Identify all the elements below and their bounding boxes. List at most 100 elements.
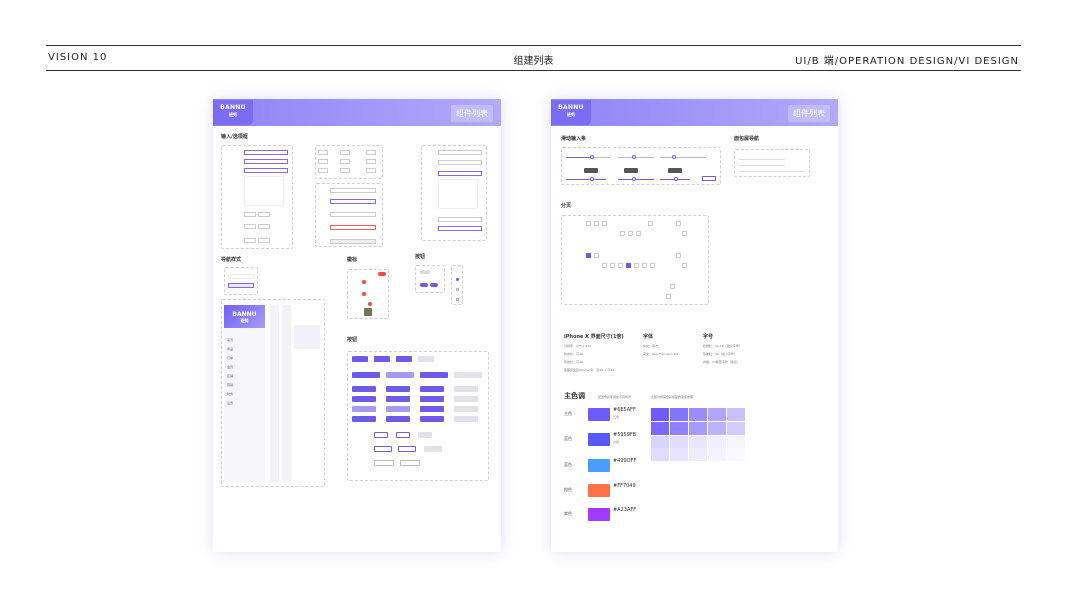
loading-button[interactable] (352, 416, 376, 422)
page-jumper[interactable] (676, 221, 681, 226)
stepper-input[interactable] (318, 168, 328, 173)
page-jumper[interactable] (676, 253, 681, 258)
page-button[interactable] (642, 263, 647, 268)
primary-button[interactable] (374, 356, 390, 362)
page-jumper[interactable] (682, 231, 687, 236)
sidebar-item[interactable]: 商品 (227, 347, 234, 351)
stepper-input[interactable] (340, 159, 350, 164)
toggle-on[interactable] (430, 283, 438, 287)
slider-knob[interactable] (672, 155, 676, 159)
stepper-input[interactable] (366, 150, 376, 155)
loading-button[interactable] (420, 406, 444, 412)
stepper-input[interactable] (318, 150, 328, 155)
stepper-input[interactable] (366, 168, 376, 173)
page-button[interactable] (648, 221, 653, 226)
outline-button[interactable] (374, 446, 392, 452)
page-button[interactable] (602, 221, 607, 226)
slider-knob[interactable] (632, 155, 636, 159)
primary-button[interactable] (420, 372, 448, 378)
text-input[interactable] (438, 160, 482, 165)
radio-checked[interactable] (456, 278, 459, 281)
page-button[interactable] (650, 263, 655, 268)
slider-knob[interactable] (632, 177, 636, 181)
sidebar-item[interactable]: 会员 (227, 365, 234, 369)
text-input[interactable] (244, 159, 288, 164)
tag-field[interactable] (258, 212, 270, 217)
toggle-off[interactable] (420, 270, 430, 274)
outline-button[interactable] (396, 432, 410, 438)
loading-button[interactable] (420, 396, 444, 402)
radio[interactable] (456, 288, 459, 291)
checkbox[interactable] (456, 298, 459, 301)
breadcrumb-row[interactable] (739, 171, 805, 172)
page-button[interactable] (628, 231, 633, 236)
sidebar-item[interactable]: 店铺 (227, 374, 234, 378)
page-button[interactable] (620, 231, 625, 236)
outline-button[interactable] (374, 432, 388, 438)
page-button[interactable] (636, 231, 641, 236)
tag-field[interactable] (258, 224, 270, 229)
stepper-input[interactable] (340, 150, 350, 155)
loading-button[interactable] (386, 396, 410, 402)
primary-button[interactable] (352, 356, 368, 362)
page-button[interactable] (594, 253, 599, 258)
text-button[interactable] (400, 460, 420, 466)
loading-button[interactable] (420, 416, 444, 422)
slider-knob[interactable] (590, 177, 594, 181)
select-input[interactable] (244, 168, 288, 173)
text-input[interactable] (438, 217, 482, 222)
sidebar-item[interactable]: 财务 (227, 392, 234, 396)
loading-button[interactable] (352, 406, 376, 412)
page-button-active[interactable] (586, 253, 591, 258)
stepper-input[interactable] (366, 159, 376, 164)
slider-knob[interactable] (674, 177, 678, 181)
loading-button[interactable] (352, 396, 376, 402)
text-input-error[interactable] (330, 225, 376, 230)
tag-field[interactable] (244, 212, 256, 217)
text-button[interactable] (374, 460, 394, 466)
select-input[interactable] (438, 171, 482, 176)
primary-button[interactable] (396, 356, 412, 362)
nav-tab[interactable] (228, 274, 254, 279)
sidebar-item[interactable]: 订单 (227, 356, 234, 360)
loading-button[interactable] (420, 386, 444, 392)
tag-field[interactable] (258, 238, 270, 243)
sidebar-item[interactable]: 营销 (227, 383, 234, 387)
page-button[interactable] (618, 263, 623, 268)
stepper-input[interactable] (340, 168, 350, 173)
breadcrumb-row[interactable] (739, 165, 785, 166)
page-jumper[interactable] (670, 284, 675, 289)
slider-value-input[interactable] (702, 176, 716, 181)
primary-button[interactable] (352, 372, 380, 378)
loading-button[interactable] (352, 386, 376, 392)
tag-field[interactable] (244, 238, 256, 243)
outline-button[interactable] (398, 446, 416, 452)
sidebar-item[interactable]: 设置 (227, 401, 234, 405)
swatch-hex: #FF7049 (613, 483, 636, 489)
page-button[interactable] (594, 221, 599, 226)
loading-button[interactable] (386, 406, 410, 412)
breadcrumb-row[interactable] (739, 159, 785, 160)
text-input[interactable] (438, 226, 482, 231)
stepper-input[interactable] (318, 159, 328, 164)
text-input[interactable] (244, 150, 288, 155)
page-button[interactable] (602, 263, 607, 268)
page-jumper[interactable] (682, 263, 687, 268)
page-button[interactable] (634, 263, 639, 268)
text-input[interactable] (330, 188, 376, 193)
text-input[interactable] (330, 199, 376, 204)
loading-button[interactable] (386, 386, 410, 392)
toggle-on[interactable] (420, 283, 428, 287)
page-jumper[interactable] (666, 294, 671, 299)
slider-knob[interactable] (590, 155, 594, 159)
loading-button[interactable] (386, 416, 410, 422)
tag-field[interactable] (244, 224, 256, 229)
page-button[interactable] (586, 221, 591, 226)
page-button-active[interactable] (626, 263, 631, 268)
text-input[interactable] (330, 212, 376, 217)
page-button[interactable] (610, 263, 615, 268)
primary-button[interactable] (386, 372, 414, 378)
nav-tab-active[interactable] (228, 283, 254, 288)
sidebar-item[interactable]: 首页 (227, 338, 234, 342)
text-input[interactable] (438, 150, 482, 155)
